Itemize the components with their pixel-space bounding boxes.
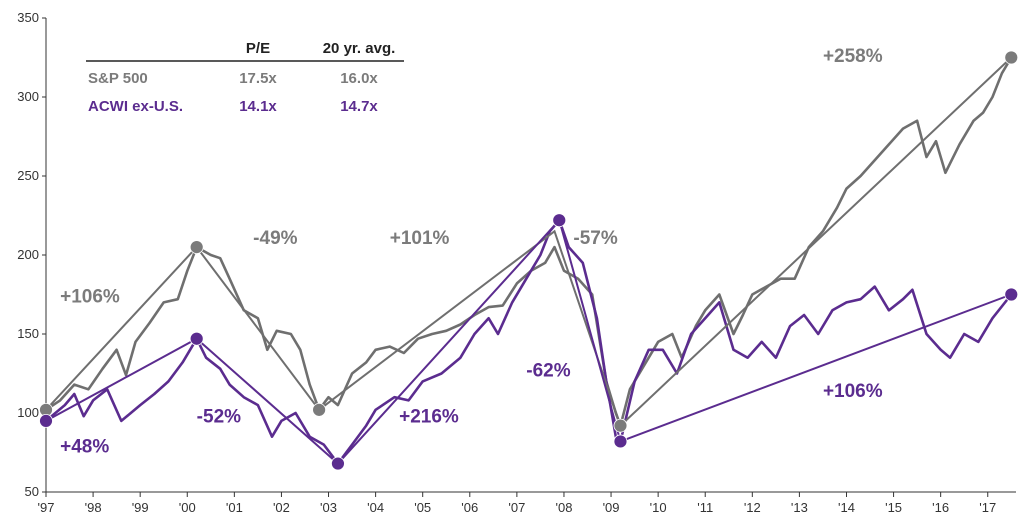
x-tick-label: '04 <box>367 500 384 515</box>
marker-point <box>1004 287 1019 302</box>
annotation-label: +101% <box>390 228 450 249</box>
x-tick-label: '15 <box>885 500 902 515</box>
marker-point <box>189 240 204 255</box>
annotation-label: +48% <box>60 437 109 458</box>
y-tick-label: 200 <box>17 247 39 262</box>
x-tick-label: '13 <box>791 500 808 515</box>
annotation-label: -62% <box>526 361 570 382</box>
marker-point <box>613 418 628 433</box>
legend-row-sp500-pe: 17.5x <box>239 70 277 87</box>
annotation-label: +106% <box>823 381 883 402</box>
legend-col-header-avg: 20 yr. avg. <box>323 40 396 57</box>
x-tick-label: '07 <box>508 500 525 515</box>
y-tick-label: 100 <box>17 405 39 420</box>
legend-row-sp500-avg: 16.0x <box>340 70 378 87</box>
x-tick-label: '09 <box>603 500 620 515</box>
x-tick-label: '02 <box>273 500 290 515</box>
annotation-label: +106% <box>60 286 120 307</box>
annotation-label: -49% <box>253 228 297 249</box>
legend-row-acwi-pe: 14.1x <box>239 98 277 115</box>
y-tick-labels: 50 100 150 200 250 300 350 <box>17 10 46 499</box>
annotation-label: -57% <box>573 228 617 249</box>
marker-point <box>39 413 53 428</box>
series-line-acwi-ex-us <box>44 218 1013 465</box>
percent-change-annotations: +106% -49% +101% -57% +258% +48% -52% +216% -62%… <box>60 46 883 457</box>
marker-point <box>312 402 327 417</box>
trend-lines <box>45 56 1012 466</box>
y-tick-label: 150 <box>17 326 39 341</box>
x-tick-label: '98 <box>85 500 102 515</box>
annotation-label: +258% <box>823 46 883 67</box>
x-tick-label: '12 <box>744 500 761 515</box>
y-tick-label: 50 <box>25 484 39 499</box>
annotation-label: -52% <box>197 406 241 427</box>
legend-row-acwi-label: ACWI ex-U.S. <box>88 98 183 115</box>
trend-line-acwi-ex-us <box>45 218 1012 466</box>
x-tick-label: '97 <box>38 500 55 515</box>
x-tick-label: '17 <box>979 500 996 515</box>
marker-point <box>552 213 567 228</box>
axes <box>45 18 1016 493</box>
series-line-sp500 <box>44 56 1013 427</box>
y-tick-label: 300 <box>17 89 39 104</box>
x-tick-label: '03 <box>320 500 337 515</box>
x-tick-label: '05 <box>414 500 431 515</box>
x-tick-labels: '97 '98 '99 '00 '01 '02 '03 '04 '05 '06 '07 '08 '09 '… <box>38 492 996 515</box>
y-tick-label: 250 <box>17 168 39 183</box>
x-tick-label: '16 <box>932 500 949 515</box>
trend-line-sp500 <box>45 56 1012 428</box>
marker-point <box>331 456 345 471</box>
legend-row-acwi-avg: 14.7x <box>340 98 378 115</box>
x-tick-label: '14 <box>838 500 855 515</box>
x-tick-label: '08 <box>555 500 572 515</box>
x-tick-label: '06 <box>461 500 478 515</box>
pe-legend-table: P/E 20 yr. avg. S&P 500 17.5x 16.0x ACWI… <box>86 40 404 115</box>
legend-col-header-pe: P/E <box>246 40 270 57</box>
peak-trough-markers <box>39 50 1019 471</box>
x-tick-label: '01 <box>226 500 243 515</box>
y-tick-label: 350 <box>17 10 39 25</box>
marker-point <box>189 331 204 346</box>
x-tick-label: '11 <box>697 500 713 515</box>
marker-point <box>1004 50 1019 65</box>
x-tick-label: '10 <box>650 500 667 515</box>
x-tick-label: '99 <box>132 500 149 515</box>
marker-point <box>613 434 628 449</box>
legend-row-sp500-label: S&P 500 <box>88 70 148 87</box>
annotation-label: +216% <box>399 406 459 427</box>
series-lines <box>44 56 1013 465</box>
x-tick-label: '00 <box>179 500 196 515</box>
